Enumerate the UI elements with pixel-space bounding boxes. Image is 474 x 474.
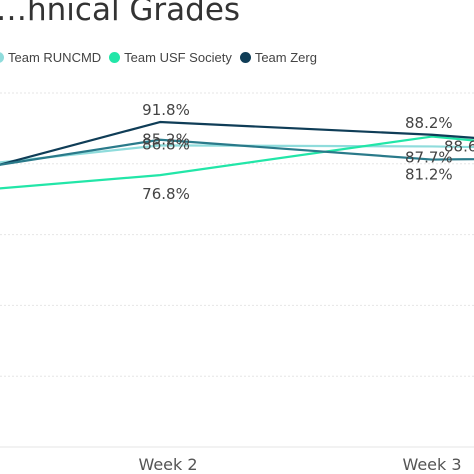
legend-label: Team USF Society bbox=[124, 49, 232, 65]
series-line-series-4 bbox=[0, 138, 474, 166]
data-label: 87.7% bbox=[405, 149, 453, 167]
data-label: 86.8% bbox=[142, 136, 190, 154]
legend-item-team-zerg[interactable]: Team Zerg bbox=[239, 49, 317, 65]
series-lines bbox=[0, 120, 474, 190]
x-tick-label-week-3: Week 3 bbox=[402, 455, 461, 474]
legend-marker-icon bbox=[109, 51, 121, 63]
legend-label: Team Zerg bbox=[254, 49, 317, 65]
legend-marker-icon bbox=[0, 51, 4, 63]
data-label: 88.6% bbox=[444, 137, 474, 155]
data-label: 76.8% bbox=[142, 185, 190, 203]
series-line-team-usf-society bbox=[0, 135, 474, 190]
data-label: 85.2% bbox=[142, 130, 190, 148]
data-labels: 91.8% 85.2%86.8% 76.8% 88.2% 87.7%81.2% 88.6% bbox=[142, 101, 474, 203]
chart-legend: Team RUNCMD Team USF Society Team Zerg bbox=[0, 48, 325, 66]
legend-marker-icon bbox=[239, 51, 251, 63]
legend-item-team-usf-society[interactable]: Team USF Society bbox=[109, 50, 232, 65]
legend-label: Team RUNCMD bbox=[8, 49, 102, 65]
series-line-team-zerg bbox=[0, 120, 474, 166]
data-label: 88.2% bbox=[405, 114, 453, 132]
series-line-team-runcmd bbox=[0, 144, 474, 164]
data-label: 81.2% bbox=[405, 166, 453, 184]
chart-title: …hnical Grades bbox=[0, 0, 241, 28]
legend-item-team-runcmd[interactable]: Team RUNCMD bbox=[0, 50, 101, 65]
data-label: 91.8% bbox=[142, 101, 190, 119]
x-tick-label-week-2: Week 2 bbox=[138, 455, 197, 474]
